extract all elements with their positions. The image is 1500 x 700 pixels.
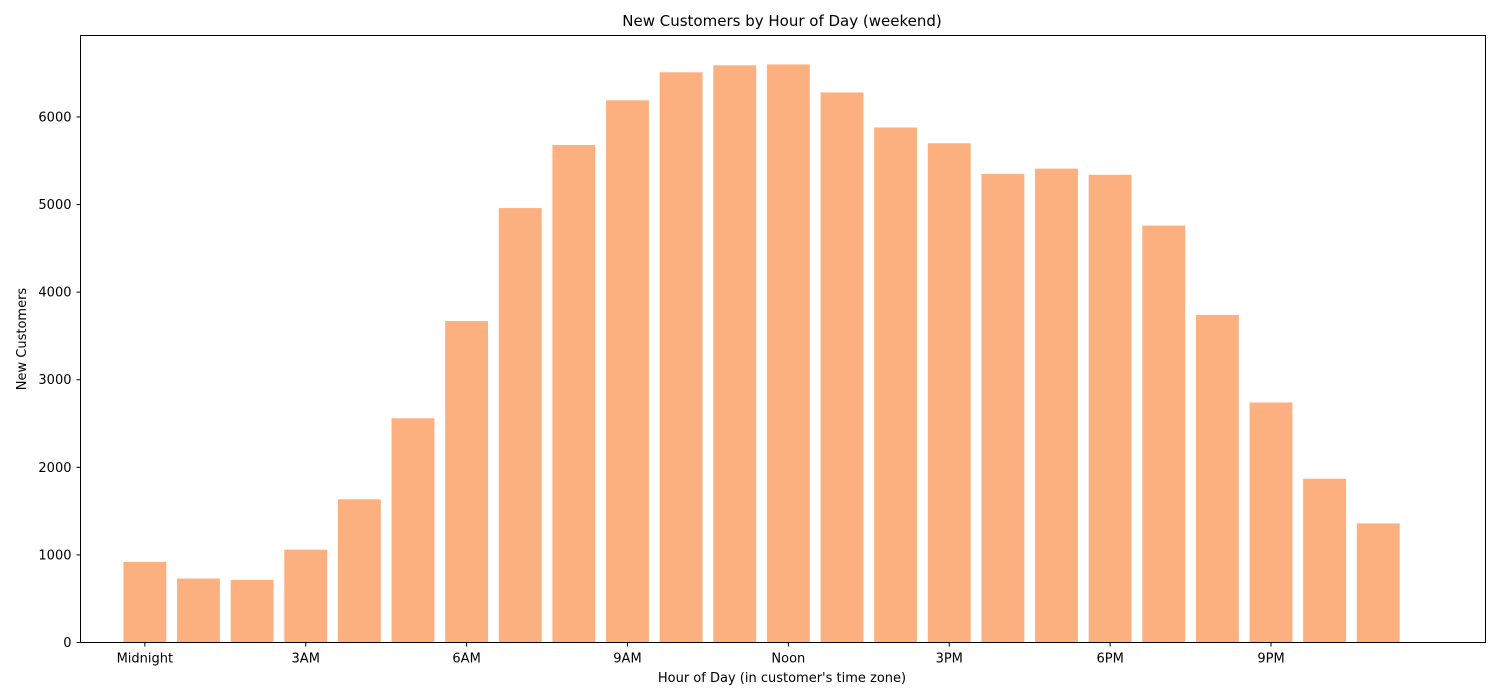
x-tick-label: 9PM bbox=[1257, 652, 1284, 667]
y-tick-label: 2000 bbox=[38, 461, 71, 476]
bar-6 bbox=[445, 321, 489, 643]
bar-3 bbox=[284, 549, 328, 643]
x-tick-label: 3AM bbox=[292, 652, 320, 667]
bar-10 bbox=[659, 72, 703, 643]
x-axis: Midnight 3AM 6AM 9AM Noon 3PM 6PM 9PM bbox=[117, 642, 1285, 667]
x-tick-label: 6PM bbox=[1096, 652, 1123, 667]
bar-13 bbox=[820, 92, 864, 643]
bar-20 bbox=[1195, 314, 1239, 643]
bar-22 bbox=[1303, 478, 1347, 643]
bar-16 bbox=[981, 173, 1025, 643]
x-tick-label: 3PM bbox=[936, 652, 963, 667]
bar-1 bbox=[177, 578, 220, 643]
y-tick-label: 4000 bbox=[38, 286, 71, 301]
bar-21 bbox=[1249, 402, 1293, 643]
x-tick-label: 6AM bbox=[452, 652, 480, 667]
bar-4 bbox=[337, 499, 381, 643]
bar-0 bbox=[123, 561, 167, 643]
y-tick-label: 5000 bbox=[38, 198, 71, 213]
bar-8 bbox=[552, 144, 596, 643]
y-tick-label: 0 bbox=[63, 636, 71, 651]
bar-5 bbox=[391, 418, 435, 643]
bar-19 bbox=[1142, 225, 1186, 643]
y-axis: 0 1000 2000 3000 4000 5000 6000 bbox=[38, 110, 81, 651]
bar-11 bbox=[713, 65, 757, 643]
bars-group bbox=[123, 64, 1400, 643]
y-axis-label: New Customers bbox=[15, 288, 30, 391]
x-tick-label: Midnight bbox=[117, 652, 174, 667]
plot-frame bbox=[80, 35, 1486, 643]
bar-17 bbox=[1035, 168, 1078, 643]
bar-7 bbox=[498, 208, 542, 643]
y-tick-label: 6000 bbox=[38, 110, 71, 125]
x-tick-label: 9AM bbox=[613, 652, 641, 667]
bar-9 bbox=[606, 100, 649, 643]
bar-23 bbox=[1356, 523, 1400, 643]
y-tick-label: 3000 bbox=[38, 373, 71, 388]
x-axis-label: Hour of Day (in customer's time zone) bbox=[658, 671, 906, 686]
x-tick-label: Noon bbox=[771, 652, 805, 667]
bar-12 bbox=[766, 64, 810, 643]
bar-14 bbox=[874, 127, 918, 643]
chart-title: New Customers by Hour of Day (weekend) bbox=[622, 12, 941, 30]
y-tick-label: 1000 bbox=[38, 548, 71, 563]
bar-2 bbox=[230, 579, 274, 643]
bar-18 bbox=[1088, 174, 1132, 643]
bar-15 bbox=[927, 143, 971, 643]
